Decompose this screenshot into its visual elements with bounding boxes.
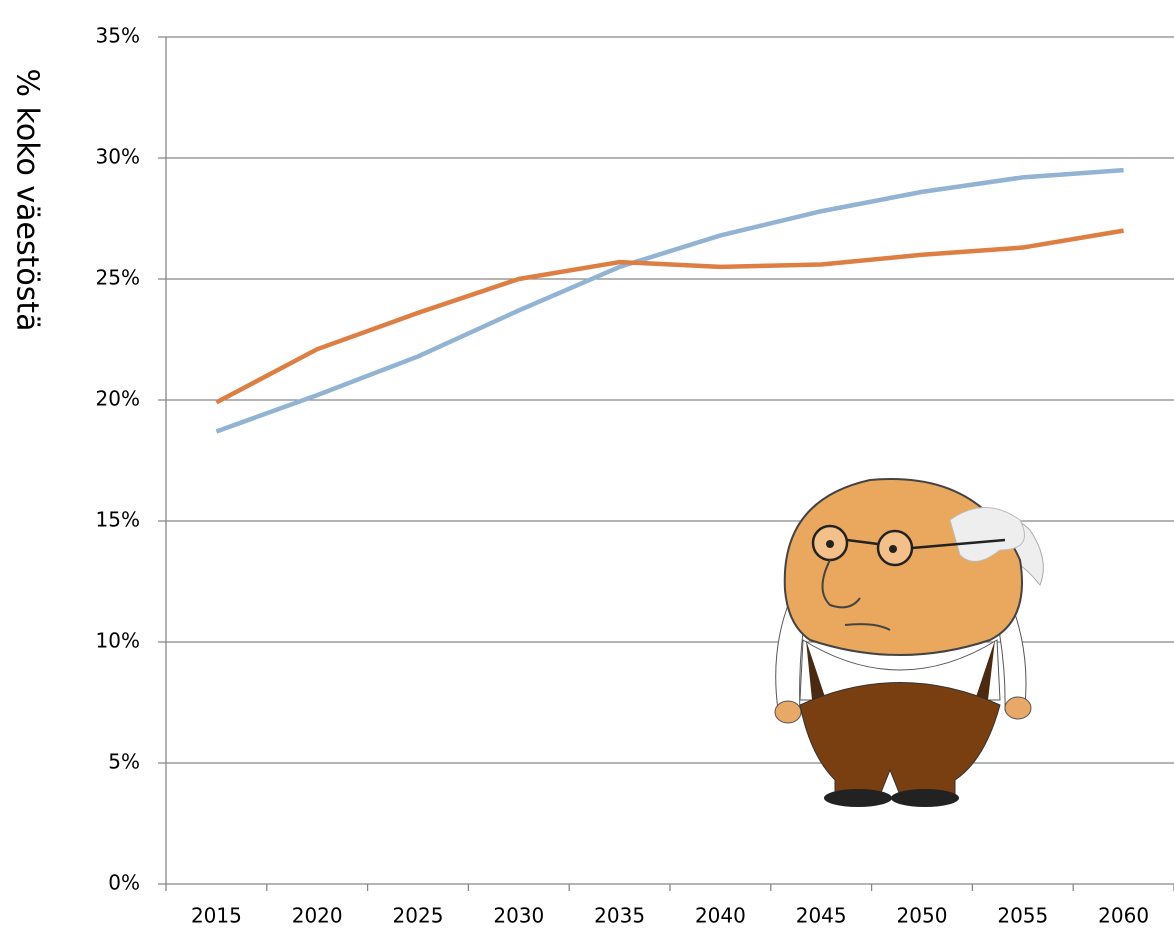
y-tick-label: 20% bbox=[96, 387, 140, 411]
y-tick-label: 25% bbox=[96, 266, 140, 290]
cartoon-old-man bbox=[774, 478, 1044, 807]
y-axis-label: % koko väestöstä bbox=[10, 68, 45, 331]
y-tick-label: 0% bbox=[108, 871, 140, 895]
x-tick-label: 2020 bbox=[292, 904, 343, 928]
x-tick-label: 2030 bbox=[493, 904, 544, 928]
x-tick-label: 2055 bbox=[997, 904, 1048, 928]
y-tick-label: 10% bbox=[96, 629, 140, 653]
x-tick-label: 2040 bbox=[695, 904, 746, 928]
y-tick-label: 15% bbox=[96, 508, 140, 532]
series-line bbox=[215, 228, 1124, 405]
series-line bbox=[215, 167, 1124, 434]
x-tick-label: 2045 bbox=[796, 904, 847, 928]
x-tick-label: 2035 bbox=[594, 904, 645, 928]
x-tick-label: 2050 bbox=[897, 904, 948, 928]
x-tick-label: 2060 bbox=[1098, 904, 1149, 928]
y-tick-label: 35% bbox=[96, 24, 140, 48]
x-tick-label: 2025 bbox=[393, 904, 444, 928]
y-tick-label: 30% bbox=[96, 145, 140, 169]
y-tick-label: 5% bbox=[108, 750, 140, 774]
plot-area: 0% 5% 10% 15% 20% 25% 30% 35% 2015 2020 2025 2030 20… bbox=[96, 24, 1174, 928]
x-tick-label: 2015 bbox=[191, 904, 242, 928]
